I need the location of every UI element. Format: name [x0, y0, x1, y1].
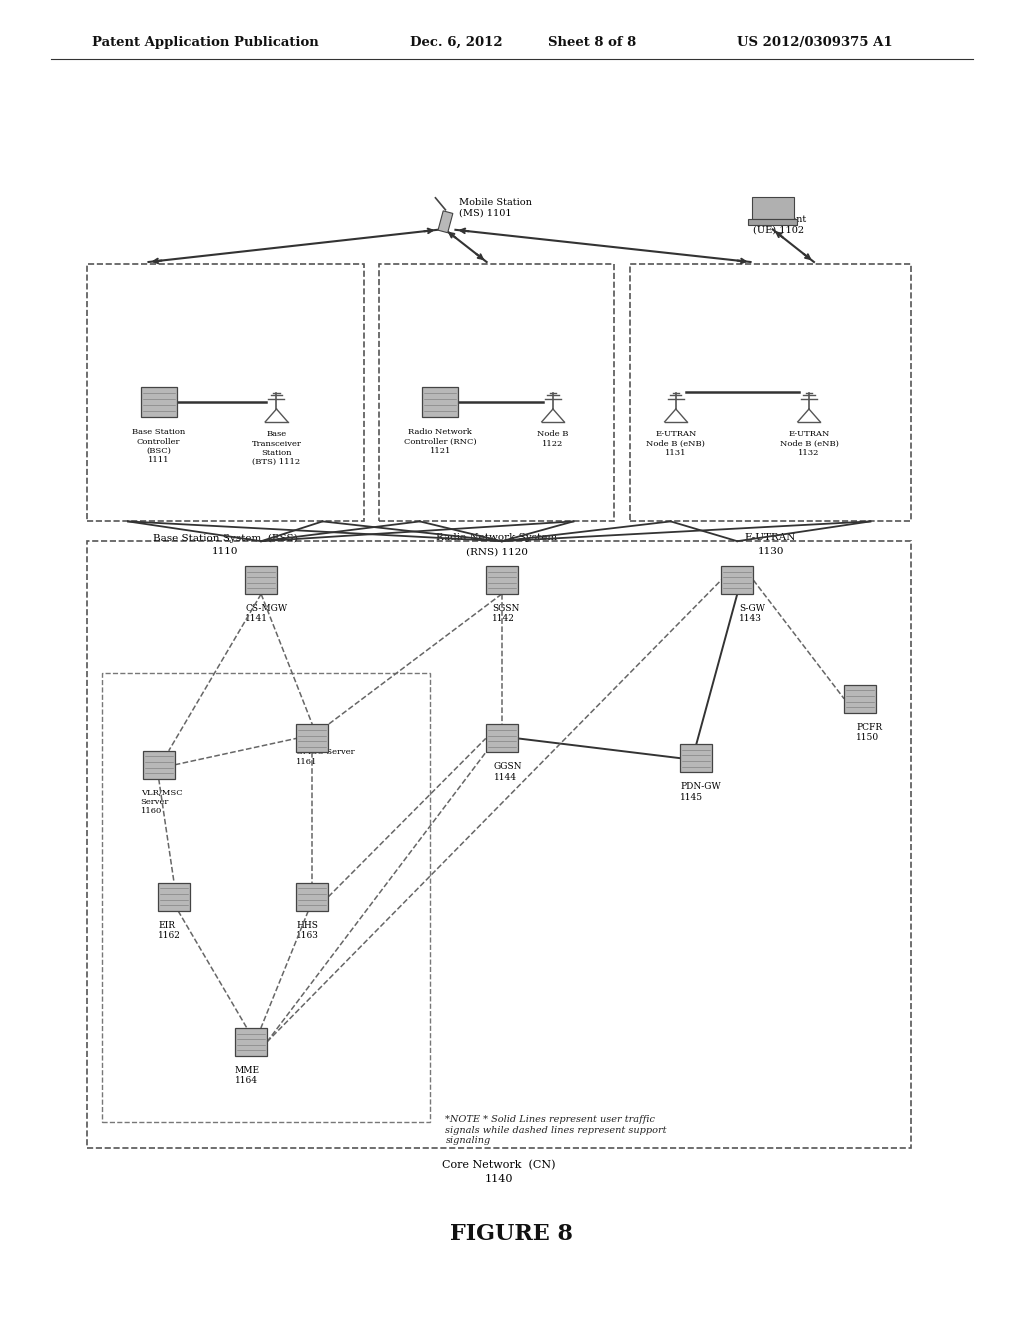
Text: EIR
1162: EIR 1162: [158, 921, 181, 940]
Text: HHS
1163: HHS 1163: [296, 921, 319, 940]
Text: (RNS) 1120: (RNS) 1120: [466, 548, 527, 557]
Text: FIGURE 8: FIGURE 8: [451, 1224, 573, 1245]
Bar: [142, 751, 175, 779]
Bar: [158, 883, 190, 911]
Bar: [749, 219, 797, 226]
Bar: [296, 725, 329, 752]
Text: Dec. 6, 2012: Dec. 6, 2012: [410, 36, 502, 49]
Bar: [438, 211, 453, 232]
Text: 1110: 1110: [212, 548, 239, 557]
Text: User
Equipment
(UE) 1102: User Equipment (UE) 1102: [753, 205, 807, 235]
Bar: [630, 264, 911, 521]
Text: Sheet 8 of 8: Sheet 8 of 8: [548, 36, 636, 49]
Bar: [140, 387, 177, 417]
Text: *NOTE * Solid Lines represent user traffic
signals while dashed lines represent : *NOTE * Solid Lines represent user traff…: [445, 1115, 667, 1146]
Bar: [422, 387, 459, 417]
Text: PCFR
1150: PCFR 1150: [856, 723, 883, 742]
Text: GMSC Server
1161: GMSC Server 1161: [296, 748, 355, 766]
Bar: [752, 197, 794, 219]
Text: US 2012/0309375 A1: US 2012/0309375 A1: [737, 36, 893, 49]
Bar: [296, 883, 329, 911]
Text: GGSN
1144: GGSN 1144: [494, 763, 522, 781]
Text: Base
Transceiver
Station
(BTS) 1112: Base Transceiver Station (BTS) 1112: [252, 430, 301, 466]
Text: Radio Network System: Radio Network System: [436, 533, 557, 543]
Text: S-GW
1143: S-GW 1143: [739, 605, 765, 623]
Bar: [844, 685, 877, 713]
Text: SGSN
1142: SGSN 1142: [492, 605, 519, 623]
Text: Base Station System  (BSS): Base Station System (BSS): [153, 533, 298, 543]
Text: 1140: 1140: [485, 1175, 513, 1184]
Bar: [234, 1028, 267, 1056]
Text: Node B
1122: Node B 1122: [538, 430, 568, 447]
Text: CS-MGW
1141: CS-MGW 1141: [245, 605, 288, 623]
Text: E-UTRAN: E-UTRAN: [744, 533, 797, 543]
Text: Radio Network
Controller (RNC)
1121: Radio Network Controller (RNC) 1121: [404, 429, 476, 455]
Text: PDN-GW
1145: PDN-GW 1145: [680, 783, 721, 801]
Bar: [680, 744, 713, 772]
Text: Core Network  (CN): Core Network (CN): [442, 1160, 556, 1171]
Bar: [721, 566, 754, 594]
Text: Patent Application Publication: Patent Application Publication: [92, 36, 318, 49]
Text: E-UTRAN
Node B (eNB)
1131: E-UTRAN Node B (eNB) 1131: [646, 430, 706, 457]
Text: E-UTRAN
Node B (eNB)
1132: E-UTRAN Node B (eNB) 1132: [779, 430, 839, 457]
Text: Base Station
Controller
(BSC)
1111: Base Station Controller (BSC) 1111: [132, 429, 185, 465]
Bar: [87, 264, 364, 521]
Text: MME
1164: MME 1164: [234, 1067, 260, 1085]
Bar: [485, 725, 518, 752]
Text: VLR/MSC
Server
1160: VLR/MSC Server 1160: [140, 789, 182, 816]
Text: 1130: 1130: [758, 548, 783, 557]
Bar: [245, 566, 278, 594]
Bar: [87, 541, 911, 1148]
Bar: [379, 264, 614, 521]
Bar: [485, 566, 518, 594]
Bar: [102, 673, 430, 1122]
Text: Mobile Station
(MS) 1101: Mobile Station (MS) 1101: [460, 198, 532, 218]
